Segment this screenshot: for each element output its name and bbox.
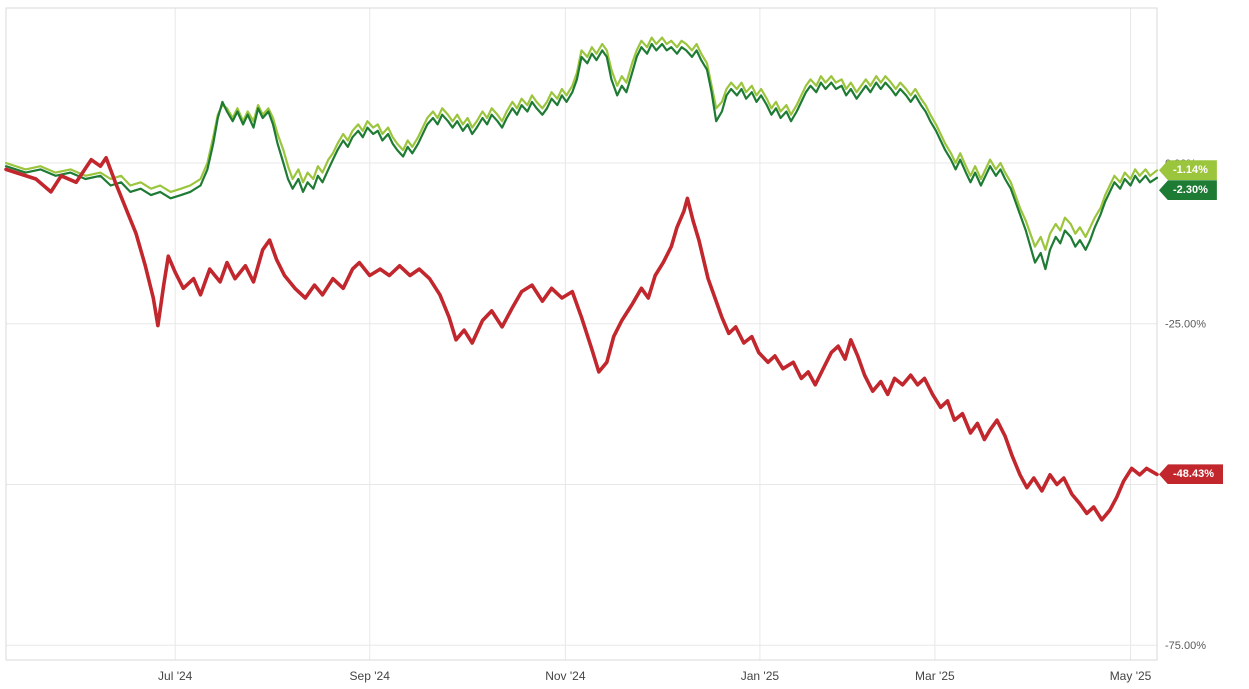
svg-text:Nov '24: Nov '24 (545, 669, 586, 683)
svg-text:Sep '24: Sep '24 (350, 669, 391, 683)
svg-text:May '25: May '25 (1110, 669, 1152, 683)
svg-text:-25.00%: -25.00% (1165, 319, 1206, 331)
svg-text:Jul '24: Jul '24 (158, 669, 193, 683)
svg-text:Mar '25: Mar '25 (915, 669, 955, 683)
svg-text:Jan '25: Jan '25 (741, 669, 780, 683)
last-value-badge-dark-green: -2.30% (1159, 180, 1217, 201)
last-value-badge-light-green: -1.14% (1159, 160, 1217, 181)
svg-text:-75.00%: -75.00% (1165, 640, 1206, 652)
last-value-badge-red: -48.43% (1159, 464, 1223, 485)
